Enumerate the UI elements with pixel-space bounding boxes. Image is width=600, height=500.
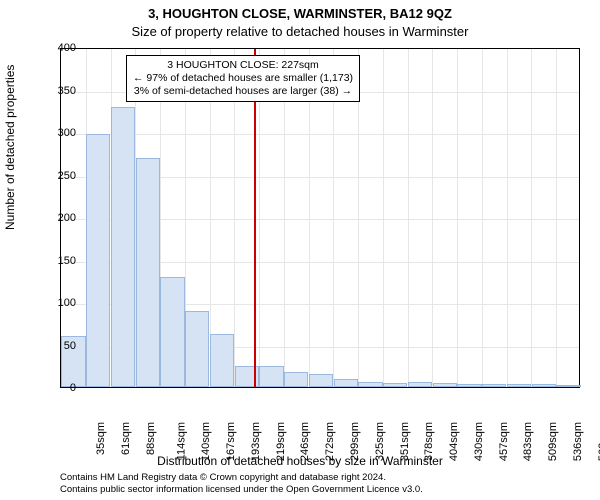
y-tick-label: 0 bbox=[46, 382, 76, 394]
chart-subtitle: Size of property relative to detached ho… bbox=[0, 24, 600, 39]
histogram-bar bbox=[334, 379, 358, 388]
x-tick-label: 35sqm bbox=[95, 422, 107, 455]
histogram-bar bbox=[433, 383, 457, 387]
footer-attribution: Contains HM Land Registry data © Crown c… bbox=[60, 472, 423, 496]
annotation-line-2: ← 97% of detached houses are smaller (1,… bbox=[133, 72, 353, 85]
annotation-line-1: 3 HOUGHTON CLOSE: 227sqm bbox=[133, 59, 353, 72]
histogram-bar bbox=[383, 383, 407, 387]
y-tick-label: 350 bbox=[46, 85, 76, 97]
histogram-bar bbox=[284, 372, 308, 387]
y-tick-label: 400 bbox=[46, 42, 76, 54]
y-tick-label: 250 bbox=[46, 170, 76, 182]
chart-container: 3, HOUGHTON CLOSE, WARMINSTER, BA12 9QZ … bbox=[0, 0, 600, 500]
gridline-v bbox=[556, 49, 557, 387]
histogram-bar bbox=[160, 277, 184, 388]
histogram-bar bbox=[532, 384, 556, 387]
histogram-bar bbox=[136, 158, 160, 388]
footer-line-1: Contains HM Land Registry data © Crown c… bbox=[60, 472, 423, 484]
x-axis-label: Distribution of detached houses by size … bbox=[0, 454, 600, 468]
chart-title-address: 3, HOUGHTON CLOSE, WARMINSTER, BA12 9QZ bbox=[0, 6, 600, 21]
footer-line-2: Contains public sector information licen… bbox=[60, 484, 423, 496]
y-tick-label: 200 bbox=[46, 212, 76, 224]
histogram-bar bbox=[259, 366, 283, 387]
histogram-bar bbox=[86, 134, 110, 387]
histogram-bar bbox=[210, 334, 234, 387]
y-tick-label: 100 bbox=[46, 297, 76, 309]
histogram-bar bbox=[556, 385, 580, 387]
y-axis-label: Number of detached properties bbox=[3, 65, 17, 230]
histogram-bar bbox=[358, 382, 382, 387]
annotation-box: 3 HOUGHTON CLOSE: 227sqm← 97% of detache… bbox=[126, 55, 360, 102]
y-tick-label: 300 bbox=[46, 127, 76, 139]
gridline-v bbox=[531, 49, 532, 387]
histogram-bar bbox=[309, 374, 333, 387]
histogram-bar bbox=[185, 311, 209, 388]
x-tick-label: 88sqm bbox=[145, 422, 157, 455]
gridline-h bbox=[61, 134, 579, 135]
plot-area: 3 HOUGHTON CLOSE: 227sqm← 97% of detache… bbox=[60, 48, 580, 388]
gridline-v bbox=[482, 49, 483, 387]
gridline-v bbox=[408, 49, 409, 387]
gridline-v bbox=[383, 49, 384, 387]
histogram-bar bbox=[482, 384, 506, 387]
y-tick-label: 150 bbox=[46, 255, 76, 267]
gridline-v bbox=[432, 49, 433, 387]
x-tick-label: 61sqm bbox=[120, 422, 132, 455]
histogram-bar bbox=[111, 107, 135, 388]
y-tick-label: 50 bbox=[46, 340, 76, 352]
histogram-bar bbox=[408, 382, 432, 387]
histogram-bar bbox=[457, 384, 481, 387]
histogram-bar bbox=[507, 384, 531, 387]
annotation-line-3: 3% of semi-detached houses are larger (3… bbox=[133, 85, 353, 98]
gridline-v bbox=[507, 49, 508, 387]
gridline-v bbox=[457, 49, 458, 387]
